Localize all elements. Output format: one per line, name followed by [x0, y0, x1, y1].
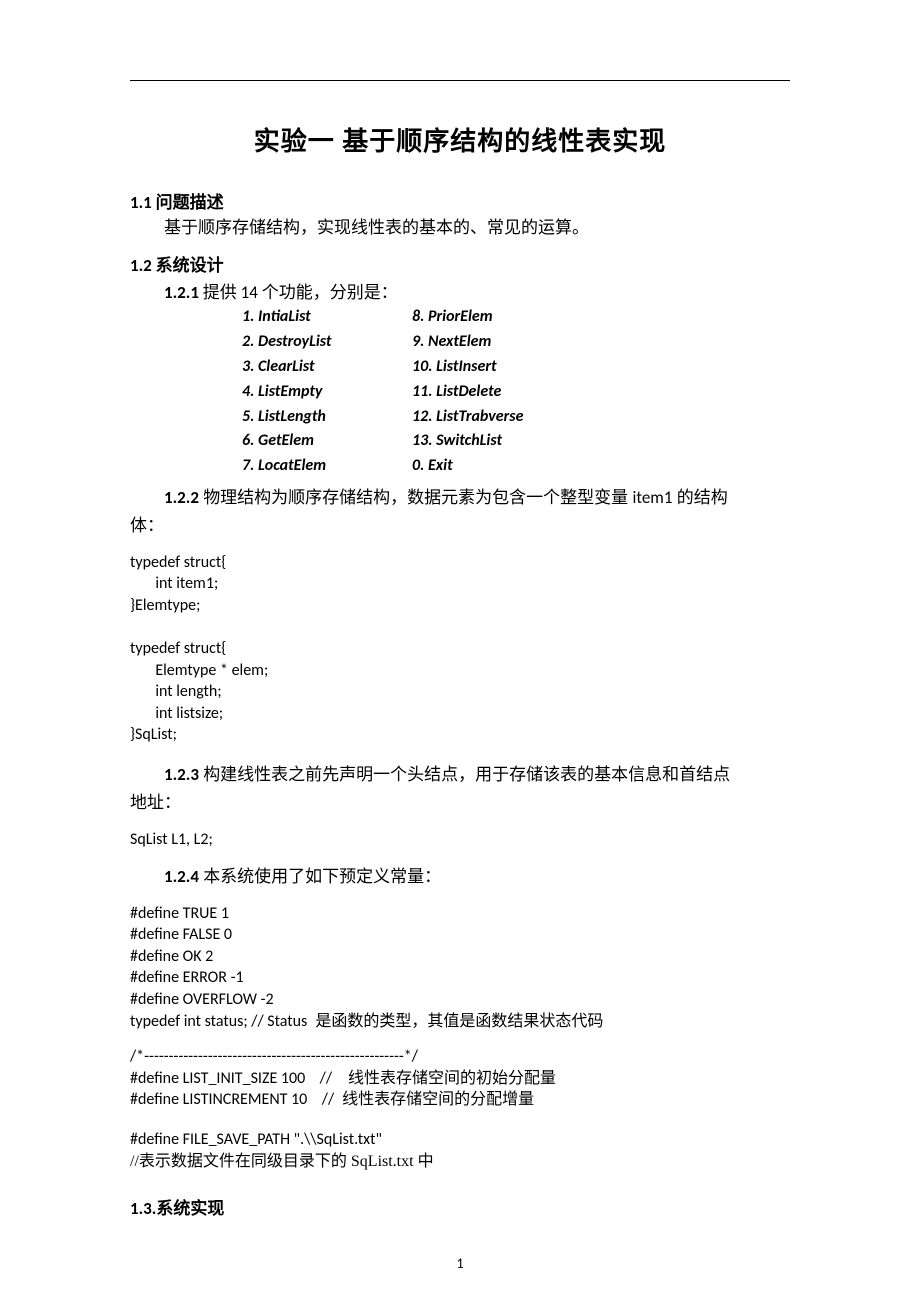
- function-row: 4. ListEmpty 11. ListDelete: [242, 380, 790, 405]
- function-row: 3. ClearList10. ListInsert: [242, 355, 790, 380]
- section-1-2-3-para: 1.2.3 构建线性表之前先声明一个头结点，用于存储该表的基本信息和首结点: [130, 762, 790, 788]
- function-left: 5. ListLength: [242, 405, 412, 430]
- code-defines-3-body: #define FILE_SAVE_PATH ".\\SqList.txt": [130, 1130, 382, 1149]
- function-right: 0. Exit: [412, 454, 453, 479]
- section-1-2-1-head: 1.2.1 提供 14 个功能，分别是：: [164, 278, 790, 303]
- section-1-1-head: 1.1 问题描述: [130, 188, 790, 213]
- code-defines-3-comment: //表示数据文件在同级目录下的 SqList.txt 中: [130, 1153, 434, 1170]
- page: 实验一 基于顺序结构的线性表实现 1.1 问题描述 基于顺序存储结构，实现线性表…: [0, 0, 920, 1302]
- page-title: 实验一 基于顺序结构的线性表实现: [130, 121, 790, 158]
- function-right: 12. ListTrabverse: [412, 405, 523, 430]
- function-row: 2. DestroyList9. NextElem: [242, 330, 790, 355]
- function-left: 6. GetElem: [242, 429, 412, 454]
- code-defines-1-body: #define TRUE 1 #define FALSE 0 #define O…: [130, 904, 307, 1031]
- function-right: 8. PriorElem: [412, 305, 493, 330]
- section-1-2-4-para: 1.2.4 本系统使用了如下预定义常量：: [130, 864, 790, 890]
- section-1-2-3-text-a: 构建线性表之前先声明一个头结点，用于存储该表的基本信息和首结点: [199, 765, 730, 784]
- function-right: 10. ListInsert: [412, 355, 497, 380]
- section-1-2-1-num: 1.2.1: [164, 282, 199, 303]
- section-1-2-3-para-cont: 地址：: [130, 790, 790, 816]
- code-defines-2b-comment: 线性表存储空间的分配增量: [334, 1091, 534, 1108]
- section-1-2-2-para-cont: 体：: [130, 513, 790, 539]
- section-1-2-1-text: 提供 14 个功能，分别是：: [199, 282, 398, 303]
- function-right: 13. SwitchList: [412, 429, 502, 454]
- code-defines-1-comment: 是函数的类型，其值是函数结果状态代码: [307, 1013, 603, 1030]
- section-1-2-4-num: 1.2.4: [164, 866, 199, 887]
- code-defines-2a-comment: 线性表存储空间的初始分配量: [332, 1070, 556, 1087]
- function-left: 2. DestroyList: [242, 330, 412, 355]
- page-number: 1: [0, 1255, 920, 1272]
- code-defines-2: /*--------------------------------------…: [130, 1046, 790, 1111]
- function-row: 1. IntiaList8. PriorElem: [242, 305, 790, 330]
- function-left: 3. ClearList: [242, 355, 412, 380]
- header-rule: [130, 80, 790, 81]
- section-1-2-2-para: 1.2.2 物理结构为顺序存储结构，数据元素为包含一个整型变量 item1 的结…: [130, 485, 790, 511]
- function-left: 7. LocatElem: [242, 454, 412, 479]
- function-right: 9. NextElem: [412, 330, 491, 355]
- section-1-2-2-text-b: 的结构: [673, 488, 728, 507]
- section-1-2-4-text: 本系统使用了如下预定义常量：: [199, 867, 441, 886]
- section-1-2-2-text-a: 物理结构为顺序存储结构，数据元素为包含一个整型变量: [199, 488, 633, 507]
- function-row: 7. LocatElem 0. Exit: [242, 454, 790, 479]
- section-1-3-head: 1.3.系统实现: [130, 1194, 790, 1219]
- section-1-2-2-num: 1.2.2: [164, 487, 199, 508]
- code-elemtype: typedef struct{ int item1; }Elemtype; ty…: [130, 552, 790, 746]
- function-left: 1. IntiaList: [242, 305, 412, 330]
- code-defines-2b: #define LISTINCREMENT 10 //: [130, 1090, 334, 1109]
- section-1-2-2-latin: item1: [632, 487, 672, 508]
- section-1-2-3-num: 1.2.3: [164, 764, 199, 785]
- code-sqlist-decl: SqList L1, L2;: [130, 829, 790, 851]
- function-row: 5. ListLength12. ListTrabverse: [242, 405, 790, 430]
- function-row: 6. GetElem 13. SwitchList: [242, 429, 790, 454]
- function-list: 1. IntiaList8. PriorElem2. DestroyList9.…: [130, 305, 790, 479]
- code-defines-3: #define FILE_SAVE_PATH ".\\SqList.txt" /…: [130, 1129, 790, 1172]
- code-defines-1: #define TRUE 1 #define FALSE 0 #define O…: [130, 903, 790, 1033]
- function-right: 11. ListDelete: [412, 380, 501, 405]
- function-left: 4. ListEmpty: [242, 380, 412, 405]
- section-1-2-head: 1.2 系统设计: [130, 251, 790, 276]
- section-1-1-body: 基于顺序存储结构，实现线性表的基本的、常见的运算。: [130, 215, 790, 241]
